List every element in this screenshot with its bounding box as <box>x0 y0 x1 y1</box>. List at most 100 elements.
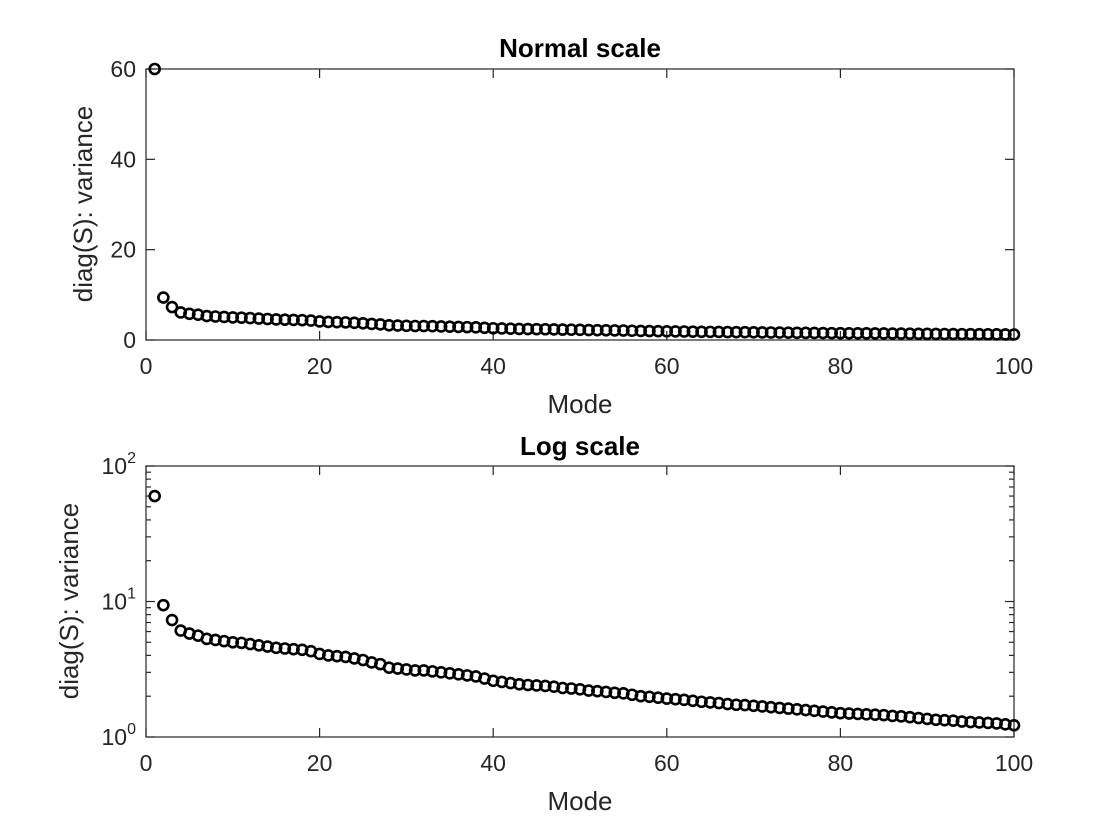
data-point <box>165 613 179 627</box>
data-point <box>313 315 326 328</box>
data-point <box>999 328 1012 341</box>
data-point <box>469 321 483 334</box>
x-tick-label: 0 <box>140 353 153 379</box>
data-point <box>643 324 656 338</box>
data-point <box>808 326 821 340</box>
y-tick-label: 20 <box>110 237 136 263</box>
data-point <box>408 319 422 333</box>
x-tick-label: 20 <box>307 750 333 776</box>
data-point <box>799 326 812 340</box>
data-point <box>486 321 500 335</box>
data-point <box>834 706 847 720</box>
data-point <box>408 664 422 677</box>
y-tick-label: 60 <box>110 56 136 82</box>
x-tick-label: 0 <box>140 750 153 776</box>
data-point <box>365 317 378 331</box>
data-point <box>955 327 969 341</box>
data-point <box>1007 718 1021 732</box>
data-point <box>886 709 899 723</box>
y-tick-label: 102 <box>102 450 137 479</box>
log-scale-x-axis-label: Mode <box>547 786 612 816</box>
data-point <box>460 320 474 334</box>
normal-scale-y-axis-label: diag(S): variance <box>68 106 98 303</box>
data-point <box>608 324 622 337</box>
normal-scale-title: Normal scale <box>499 33 661 63</box>
x-tick-label: 100 <box>995 750 1033 776</box>
data-point <box>573 323 587 337</box>
data-point <box>625 324 639 338</box>
y-tick-label: 101 <box>102 586 137 615</box>
log-scale-markers <box>148 489 1021 732</box>
data-point <box>851 707 865 721</box>
data-point <box>634 324 648 338</box>
log-scale-y-axis-label: diag(S): variance <box>54 503 84 700</box>
y-tick-label-base: 10 <box>102 589 128 615</box>
data-point <box>990 328 1003 341</box>
data-point <box>452 320 465 334</box>
data-point <box>426 319 439 333</box>
data-point <box>981 327 995 341</box>
data-point <box>599 323 613 337</box>
data-point <box>955 715 969 728</box>
y-tick-label-exponent: 1 <box>127 586 136 603</box>
data-point <box>495 322 509 335</box>
x-tick-label: 40 <box>480 750 506 776</box>
data-point <box>148 489 161 503</box>
data-point <box>920 327 934 341</box>
data-point <box>712 325 726 339</box>
data-point <box>252 312 266 325</box>
data-point <box>521 322 535 336</box>
data-point <box>556 681 569 695</box>
data-point <box>391 319 405 332</box>
normal-scale-axes-frame <box>145 68 1015 341</box>
data-point <box>582 323 595 337</box>
x-tick-label: 80 <box>828 353 854 379</box>
log-scale-title: Log scale <box>520 431 640 461</box>
data-point <box>669 325 682 338</box>
data-point <box>530 679 543 692</box>
data-point <box>591 323 604 337</box>
data-point <box>938 327 951 341</box>
data-point <box>886 327 899 340</box>
data-point <box>929 713 943 727</box>
data-point <box>825 326 839 340</box>
data-point <box>330 315 344 329</box>
data-point <box>617 324 630 337</box>
data-point <box>261 312 274 326</box>
data-point <box>729 698 743 712</box>
data-point <box>443 320 457 333</box>
data-point <box>417 319 431 333</box>
normal-scale-x-tick-labels: 0 20 40 60 80 100 <box>140 353 1034 379</box>
data-point <box>677 325 691 338</box>
data-point <box>512 322 526 336</box>
y-tick-label: 0 <box>123 327 136 353</box>
data-point <box>565 323 578 337</box>
data-point <box>339 316 352 329</box>
data-point <box>747 326 760 339</box>
data-point <box>348 316 361 330</box>
data-point <box>755 326 769 339</box>
y-tick-label-exponent: 2 <box>127 450 136 467</box>
data-point <box>651 324 665 338</box>
data-point <box>287 313 300 327</box>
data-point <box>738 325 752 339</box>
data-point <box>278 313 292 326</box>
data-point <box>243 311 257 325</box>
data-point <box>842 326 856 340</box>
x-tick-label: 60 <box>654 750 680 776</box>
data-point <box>269 313 283 326</box>
data-point <box>1007 328 1021 341</box>
data-point <box>773 326 786 339</box>
data-point <box>912 327 925 341</box>
data-point <box>226 311 240 324</box>
data-point <box>851 327 865 340</box>
data-point <box>660 325 674 338</box>
data-point <box>157 598 170 612</box>
y-tick-label-exponent: 0 <box>127 721 136 738</box>
x-tick-label: 20 <box>307 353 333 379</box>
data-point <box>209 310 222 323</box>
y-tick-label: 100 <box>102 721 137 750</box>
data-point <box>165 300 179 314</box>
y-tick-label-base: 10 <box>102 453 128 479</box>
